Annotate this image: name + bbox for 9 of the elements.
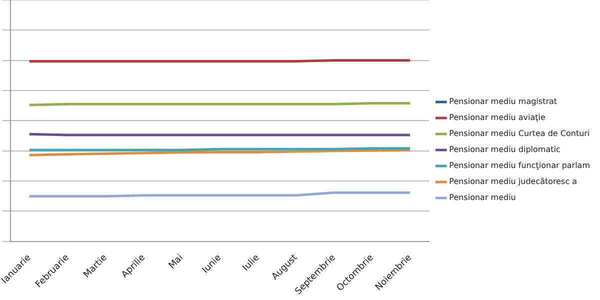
legend-label: Pensionar mediu funcţionar parlam	[449, 161, 590, 170]
legend-label: Pensionar mediu	[449, 193, 516, 202]
x-tick-label: Iulie	[241, 252, 262, 274]
legend-label: Pensionar mediu judecătoresc a	[449, 177, 578, 186]
legend-label: Pensionar mediu magistrat	[449, 97, 558, 106]
x-tick-label: Mai	[167, 252, 186, 272]
legend-label: Pensionar mediu Curtea de Conturi	[449, 129, 590, 138]
legend-label: Pensionar mediu aviaţie	[449, 113, 546, 122]
legend-label: Pensionar mediu diplomatic	[449, 145, 560, 154]
